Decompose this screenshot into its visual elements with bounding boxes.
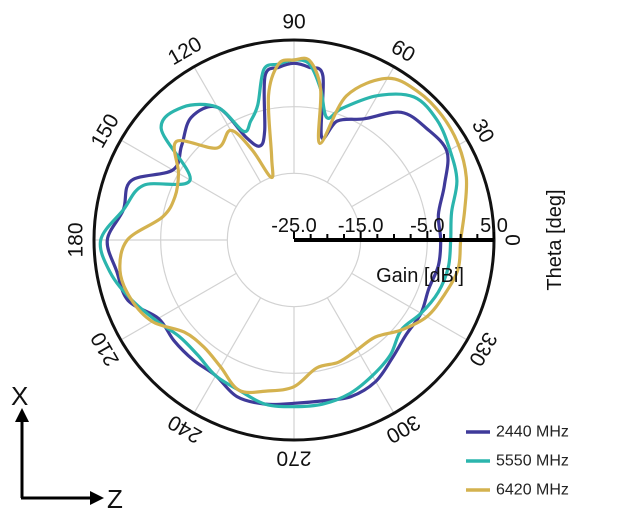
legend-label: 5550 MHz (496, 453, 569, 470)
grid-spoke (327, 298, 394, 413)
z-arrowhead-icon (90, 491, 104, 505)
x-axis-letter: X (11, 381, 28, 411)
grid-spoke (327, 67, 394, 182)
theta-tick-label: 270 (276, 447, 311, 470)
radial-axis-label: Gain [dBi] (376, 265, 464, 287)
coordinate-axes-icon: X Z (11, 381, 123, 512)
radial-axis: -25.0 -15.0 -5.0 5.0 (271, 215, 508, 240)
theta-tick-label: 60 (387, 35, 419, 67)
legend-label: 6420 MHz (496, 482, 569, 499)
radial-tick-label: -25.0 (271, 215, 317, 237)
theta-tick-label: 180 (65, 222, 88, 257)
theta-tick-label: 30 (467, 115, 499, 147)
z-axis-letter: Z (107, 484, 123, 512)
radial-tick-label: -5.0 (410, 215, 444, 237)
radial-tick-label: -15.0 (338, 215, 384, 237)
radial-tick-label: 5.0 (480, 215, 508, 237)
legend: 2440 MHz 5550 MHz 6420 MHz (466, 424, 569, 499)
theta-tick-label: 90 (282, 11, 305, 34)
theta-axis-label: Theta [deg] (544, 189, 566, 290)
legend-label: 2440 MHz (496, 424, 569, 441)
